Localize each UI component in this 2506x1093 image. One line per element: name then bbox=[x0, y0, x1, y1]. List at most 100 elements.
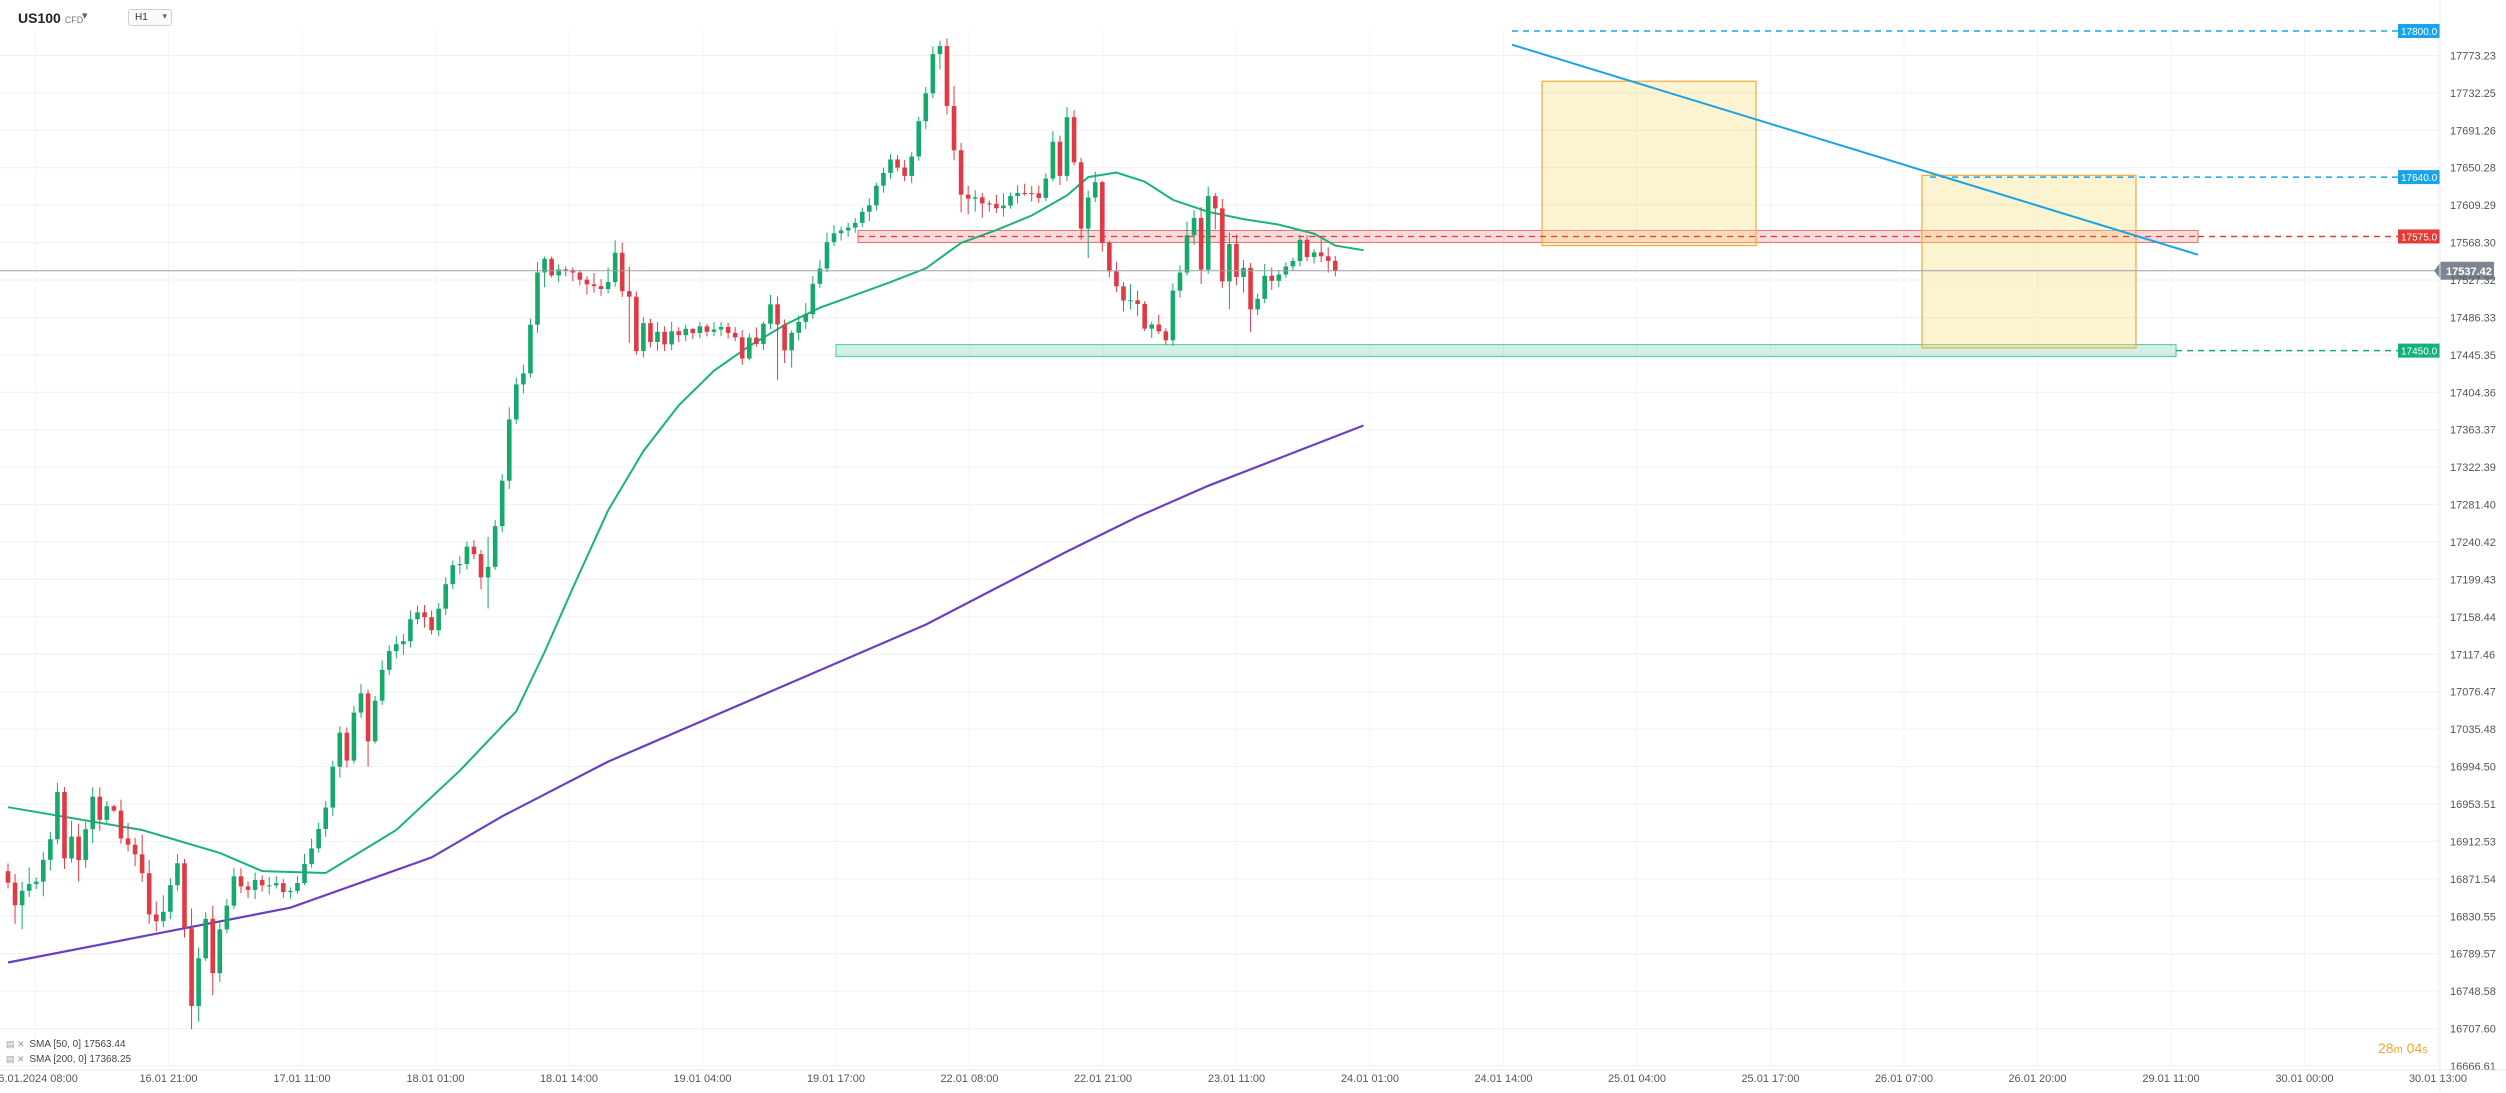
candle-body bbox=[859, 211, 865, 223]
y-tick-label: 17240.42 bbox=[2450, 537, 2496, 549]
candle-body bbox=[965, 194, 971, 199]
chart-toolbar: US100 CFD ▾ H1 ▾ bbox=[0, 0, 2400, 34]
symbol-type-label: CFD bbox=[64, 15, 84, 25]
candle-body bbox=[330, 766, 336, 808]
y-tick-label: 17609.29 bbox=[2450, 200, 2496, 212]
candle-body bbox=[62, 791, 67, 859]
candle-body bbox=[951, 105, 957, 151]
x-tick-label: 30.01 13:00 bbox=[2409, 1073, 2467, 1085]
timeframe-select[interactable]: H1 ▾ bbox=[128, 9, 172, 26]
candles bbox=[5, 38, 1338, 1030]
candle-body bbox=[344, 732, 350, 761]
candle-body bbox=[591, 284, 597, 287]
x-tick-label: 23.01 11:00 bbox=[1208, 1073, 1265, 1085]
candle-body bbox=[598, 286, 604, 289]
trendline bbox=[1511, 43, 2199, 256]
y-tick-label: 16789.57 bbox=[2450, 949, 2496, 961]
candle-body bbox=[1149, 324, 1155, 329]
y-tick-label: 17199.43 bbox=[2450, 574, 2496, 586]
y-tick-label: 16830.55 bbox=[2450, 911, 2496, 923]
candle-body bbox=[1001, 205, 1006, 209]
candle-body bbox=[937, 46, 943, 55]
candle-body bbox=[401, 641, 406, 645]
candle-body bbox=[577, 272, 583, 280]
x-tick-label: 19.01 17:00 bbox=[807, 1073, 865, 1085]
current-price-label: 17537.42 bbox=[2446, 266, 2492, 278]
candle-body bbox=[789, 332, 794, 351]
moving-averages bbox=[7, 171, 1364, 964]
timeframe-label: H1 bbox=[135, 12, 148, 23]
candle-body bbox=[309, 848, 314, 864]
candle-body bbox=[76, 836, 81, 861]
candle-body bbox=[1205, 196, 1211, 270]
candle-body bbox=[1135, 300, 1140, 304]
candle-body bbox=[224, 905, 230, 930]
candle-body bbox=[83, 829, 88, 861]
candle-body bbox=[55, 791, 60, 840]
legend-sma50[interactable]: ▤ ✕ SMA [50, 0] 17563.44 bbox=[6, 1037, 131, 1052]
candle-body bbox=[104, 806, 110, 820]
candle-body bbox=[182, 863, 187, 929]
x-tick-label: 16.01.2024 08:00 bbox=[0, 1073, 78, 1085]
legend-sma200[interactable]: ▤ ✕ SMA [200, 0] 17368.25 bbox=[6, 1052, 131, 1067]
level-badge bbox=[2398, 170, 2440, 185]
candle-body bbox=[1163, 331, 1169, 341]
y-tick-label: 17732.25 bbox=[2450, 88, 2496, 100]
candle-body bbox=[1092, 182, 1098, 198]
candle-body bbox=[394, 644, 399, 652]
candle-body bbox=[1311, 252, 1317, 258]
candle-body bbox=[563, 269, 569, 271]
candle-body bbox=[506, 419, 512, 481]
candle-body bbox=[492, 526, 498, 567]
y-tick-label: 16994.50 bbox=[2450, 762, 2496, 774]
y-tick-label: 17773.23 bbox=[2450, 50, 2496, 62]
x-tick-label: 25.01 04:00 bbox=[1608, 1073, 1666, 1085]
candle-body bbox=[655, 331, 660, 343]
symbol-dropdown-icon[interactable]: ▾ bbox=[82, 10, 88, 22]
y-tick-label: 17158.44 bbox=[2450, 612, 2496, 624]
candle-body bbox=[1121, 286, 1126, 301]
candle-body bbox=[429, 617, 434, 631]
candle-body bbox=[739, 337, 745, 359]
candle-body bbox=[817, 268, 823, 284]
candle-body bbox=[669, 331, 674, 345]
y-tick-label: 16871.54 bbox=[2450, 874, 2496, 886]
candle-body bbox=[619, 252, 625, 292]
candle-body bbox=[464, 546, 470, 565]
candle-body bbox=[26, 884, 32, 891]
x-tick-label: 22.01 21:00 bbox=[1074, 1073, 1132, 1085]
candle-body bbox=[556, 269, 561, 276]
candle-body bbox=[379, 669, 385, 701]
x-tick-label: 17.01 11:00 bbox=[273, 1073, 330, 1085]
candle-body bbox=[1107, 242, 1112, 272]
candle-body bbox=[888, 159, 893, 173]
candle-body bbox=[323, 807, 328, 830]
candle-body bbox=[838, 230, 844, 234]
level-badge bbox=[2398, 24, 2440, 38]
candle-body bbox=[514, 384, 519, 420]
candle-body bbox=[1128, 300, 1133, 302]
candle-body bbox=[1022, 192, 1027, 194]
candle-body bbox=[775, 304, 780, 325]
candle-body bbox=[1050, 141, 1056, 179]
candle-body bbox=[252, 879, 258, 890]
candle-body bbox=[33, 881, 39, 885]
candle-body bbox=[146, 873, 152, 915]
candle-body bbox=[994, 203, 999, 209]
sma200-value: 17368.25 bbox=[89, 1054, 132, 1065]
indicator-icon: ▤ ✕ bbox=[6, 1039, 25, 1049]
candle-body bbox=[288, 890, 293, 893]
candle-body bbox=[725, 326, 731, 333]
consolidation-box-2 bbox=[1921, 174, 2137, 349]
drawn-lines: 17800.0 17640.0 17575.0 17450.0 17537.42 bbox=[0, 24, 2494, 358]
candle-body bbox=[528, 324, 533, 374]
candle-body bbox=[408, 619, 413, 642]
candle-body bbox=[1332, 260, 1338, 271]
candle-body bbox=[132, 844, 138, 855]
candle-body bbox=[626, 291, 632, 297]
sma50-label: SMA [50, 0] bbox=[29, 1039, 82, 1050]
current-price-badge bbox=[2434, 261, 2494, 280]
candle-body bbox=[316, 829, 321, 849]
symbol-name[interactable]: US100 CFD bbox=[18, 10, 83, 26]
